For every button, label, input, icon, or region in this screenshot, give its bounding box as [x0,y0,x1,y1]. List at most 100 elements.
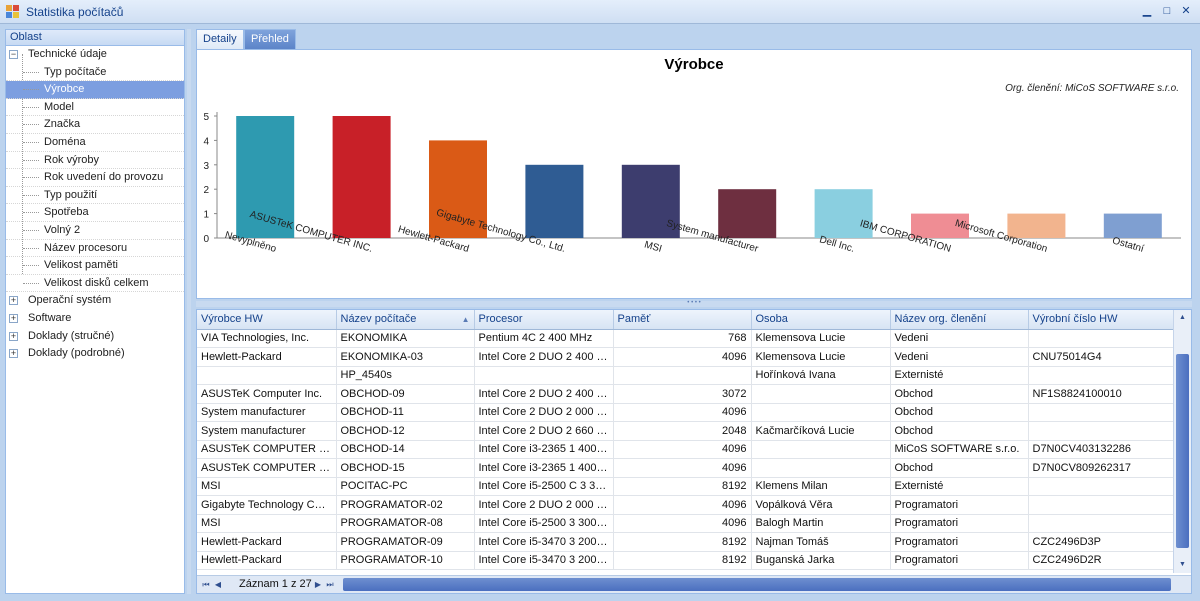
column-header[interactable]: Paměť [613,310,752,330]
table-cell[interactable]: Buganská Jarka [751,551,891,570]
column-header[interactable]: Výrobní číslo HW [1028,310,1174,330]
scroll-down-icon[interactable]: ▼ [1179,561,1186,568]
table-cell[interactable]: 8192 [613,551,752,570]
table-cell[interactable] [1028,477,1174,496]
tree-item[interactable]: Značka [6,116,184,134]
scroll-thumb[interactable] [1176,354,1189,548]
tree-item[interactable]: + Doklady (stručné) [6,328,184,346]
tree-item[interactable]: Název procesoru [6,240,184,258]
table-cell[interactable]: PROGRAMATOR-10 [336,551,475,570]
table-cell[interactable]: 768 [613,329,752,348]
tree-item[interactable]: Typ použití [6,187,184,205]
last-record-icon[interactable]: ⏭ [326,580,334,589]
table-cell[interactable]: Intel Core 2 DUO 2 660 MHz [474,421,614,441]
table-cell[interactable]: Obchod [890,384,1029,404]
table-cell[interactable]: CZC2496D3P [1028,532,1174,552]
table-cell[interactable]: VIA Technologies, Inc. [197,329,337,348]
table-cell[interactable]: Pentium 4C 2 400 MHz [474,329,614,348]
table-cell[interactable]: Obchod [890,458,1029,478]
tree-item[interactable]: Velikost disků celkem [6,275,184,293]
table-cell[interactable]: Vopálková Věra [751,495,891,515]
table-cell[interactable]: CZC2496D2R [1028,551,1174,570]
next-record-icon[interactable]: ▶ [314,580,322,589]
maximize-icon[interactable]: □ [1163,5,1171,17]
scroll-up-icon[interactable]: ▲ [1179,314,1186,321]
column-header[interactable]: Výrobce HW [197,310,337,330]
tab-detaily[interactable]: Detaily [196,29,244,49]
table-cell[interactable] [751,403,891,422]
table-cell[interactable]: Programatori [890,551,1029,570]
tree-item[interactable]: Doména [6,134,184,152]
table-cell[interactable]: OBCHOD-09 [336,384,475,404]
vertical-splitter[interactable] [187,29,191,594]
table-cell[interactable]: Vedeni [890,347,1029,367]
table-cell[interactable]: Intel Core i5-2500 C 3 300... [474,477,614,496]
first-record-icon[interactable]: ⏮ [202,580,210,589]
table-cell[interactable]: Intel Core 2 DUO 2 000 MHz [474,495,614,515]
table-cell[interactable]: PROGRAMATOR-08 [336,514,475,533]
table-cell[interactable]: 3072 [613,384,752,404]
table-cell[interactable]: 2048 [613,421,752,441]
column-header[interactable]: Osoba [751,310,891,330]
table-cell[interactable]: MSI [197,514,337,533]
expand-icon[interactable]: + [9,295,18,306]
table-cell[interactable]: HP_4540s [336,366,475,385]
grid-horizontal-scrollbar[interactable] [343,578,1171,591]
table-row[interactable]: MSI PROGRAMATOR-08 Intel Core i5-2500 3 30… [197,514,1174,533]
table-cell[interactable]: Obchod [890,403,1029,422]
table-cell[interactable]: OBCHOD-14 [336,440,475,459]
tree-item[interactable]: + Operační systém [6,292,184,310]
table-cell[interactable] [1028,366,1174,385]
table-cell[interactable]: EKONOMIKA [336,329,475,348]
tree-item[interactable]: − Technické údaje [6,46,184,64]
expand-icon[interactable]: + [9,330,18,341]
tree-item[interactable]: Výrobce [6,81,184,99]
table-cell[interactable]: Najman Tomáš [751,532,891,552]
tab-prehled[interactable]: Přehled [244,29,296,49]
table-cell[interactable]: Intel Core i3-2365 1 400 ... [474,458,614,478]
column-header[interactable]: Procesor [474,310,614,330]
tree-item[interactable]: + Software [6,310,184,328]
horizontal-splitter[interactable]: • • • • [196,300,1192,307]
table-cell[interactable] [1028,421,1174,441]
table-cell[interactable]: Programatori [890,532,1029,552]
table-row[interactable]: Hewlett-Packard EKONOMIKA-03 Intel Core 2 … [197,347,1174,367]
table-cell[interactable]: POCITAC-PC [336,477,475,496]
table-row[interactable]: System manufacturer OBCHOD-12 Intel Core 2… [197,421,1174,441]
tree-item[interactable]: Spotřeba [6,204,184,222]
table-row[interactable]: VIA Technologies, Inc. EKONOMIKA Pentium 4… [197,329,1174,348]
tree-item[interactable]: Rok uvedení do provozu [6,169,184,187]
table-row[interactable]: System manufacturer OBCHOD-11 Intel Core 2… [197,403,1174,422]
table-cell[interactable]: 4096 [613,495,752,515]
table-cell[interactable] [1028,329,1174,348]
grid-vertical-scrollbar[interactable]: ▲ ▼ [1173,310,1191,573]
table-cell[interactable]: Intel Core i5-3470 3 200 ... [474,551,614,570]
table-cell[interactable] [613,366,752,385]
table-cell[interactable]: Hewlett-Packard [197,551,337,570]
table-cell[interactable]: CNU75014G4 [1028,347,1174,367]
table-cell[interactable]: D7N0CV403132286 [1028,440,1174,459]
table-cell[interactable]: Externisté [890,477,1029,496]
table-cell[interactable]: ASUSTeK COMPUTER INC. [197,440,337,459]
expand-icon[interactable]: + [9,348,18,359]
table-cell[interactable]: NF1S8824100010 [1028,384,1174,404]
table-cell[interactable]: 4096 [613,403,752,422]
table-cell[interactable]: D7N0CV809262317 [1028,458,1174,478]
table-cell[interactable]: OBCHOD-15 [336,458,475,478]
table-cell[interactable]: Hewlett-Packard [197,532,337,552]
table-cell[interactable] [751,384,891,404]
table-cell[interactable] [751,440,891,459]
table-cell[interactable]: Vedeni [890,329,1029,348]
table-cell[interactable]: Intel Core 2 DUO 2 400 MHz [474,384,614,404]
table-cell[interactable]: System manufacturer [197,403,337,422]
table-cell[interactable]: 4096 [613,440,752,459]
table-cell[interactable]: Intel Core 2 DUO 2 400 MHz [474,347,614,367]
tree-item[interactable]: Model [6,99,184,117]
table-cell[interactable]: MiCoS SOFTWARE s.r.o. [890,440,1029,459]
table-cell[interactable] [1028,403,1174,422]
table-cell[interactable]: Programatori [890,514,1029,533]
table-cell[interactable]: MSI [197,477,337,496]
column-header[interactable]: Název počítače ▲ [336,310,475,330]
table-cell[interactable]: Klemens Milan [751,477,891,496]
table-cell[interactable]: Externisté [890,366,1029,385]
